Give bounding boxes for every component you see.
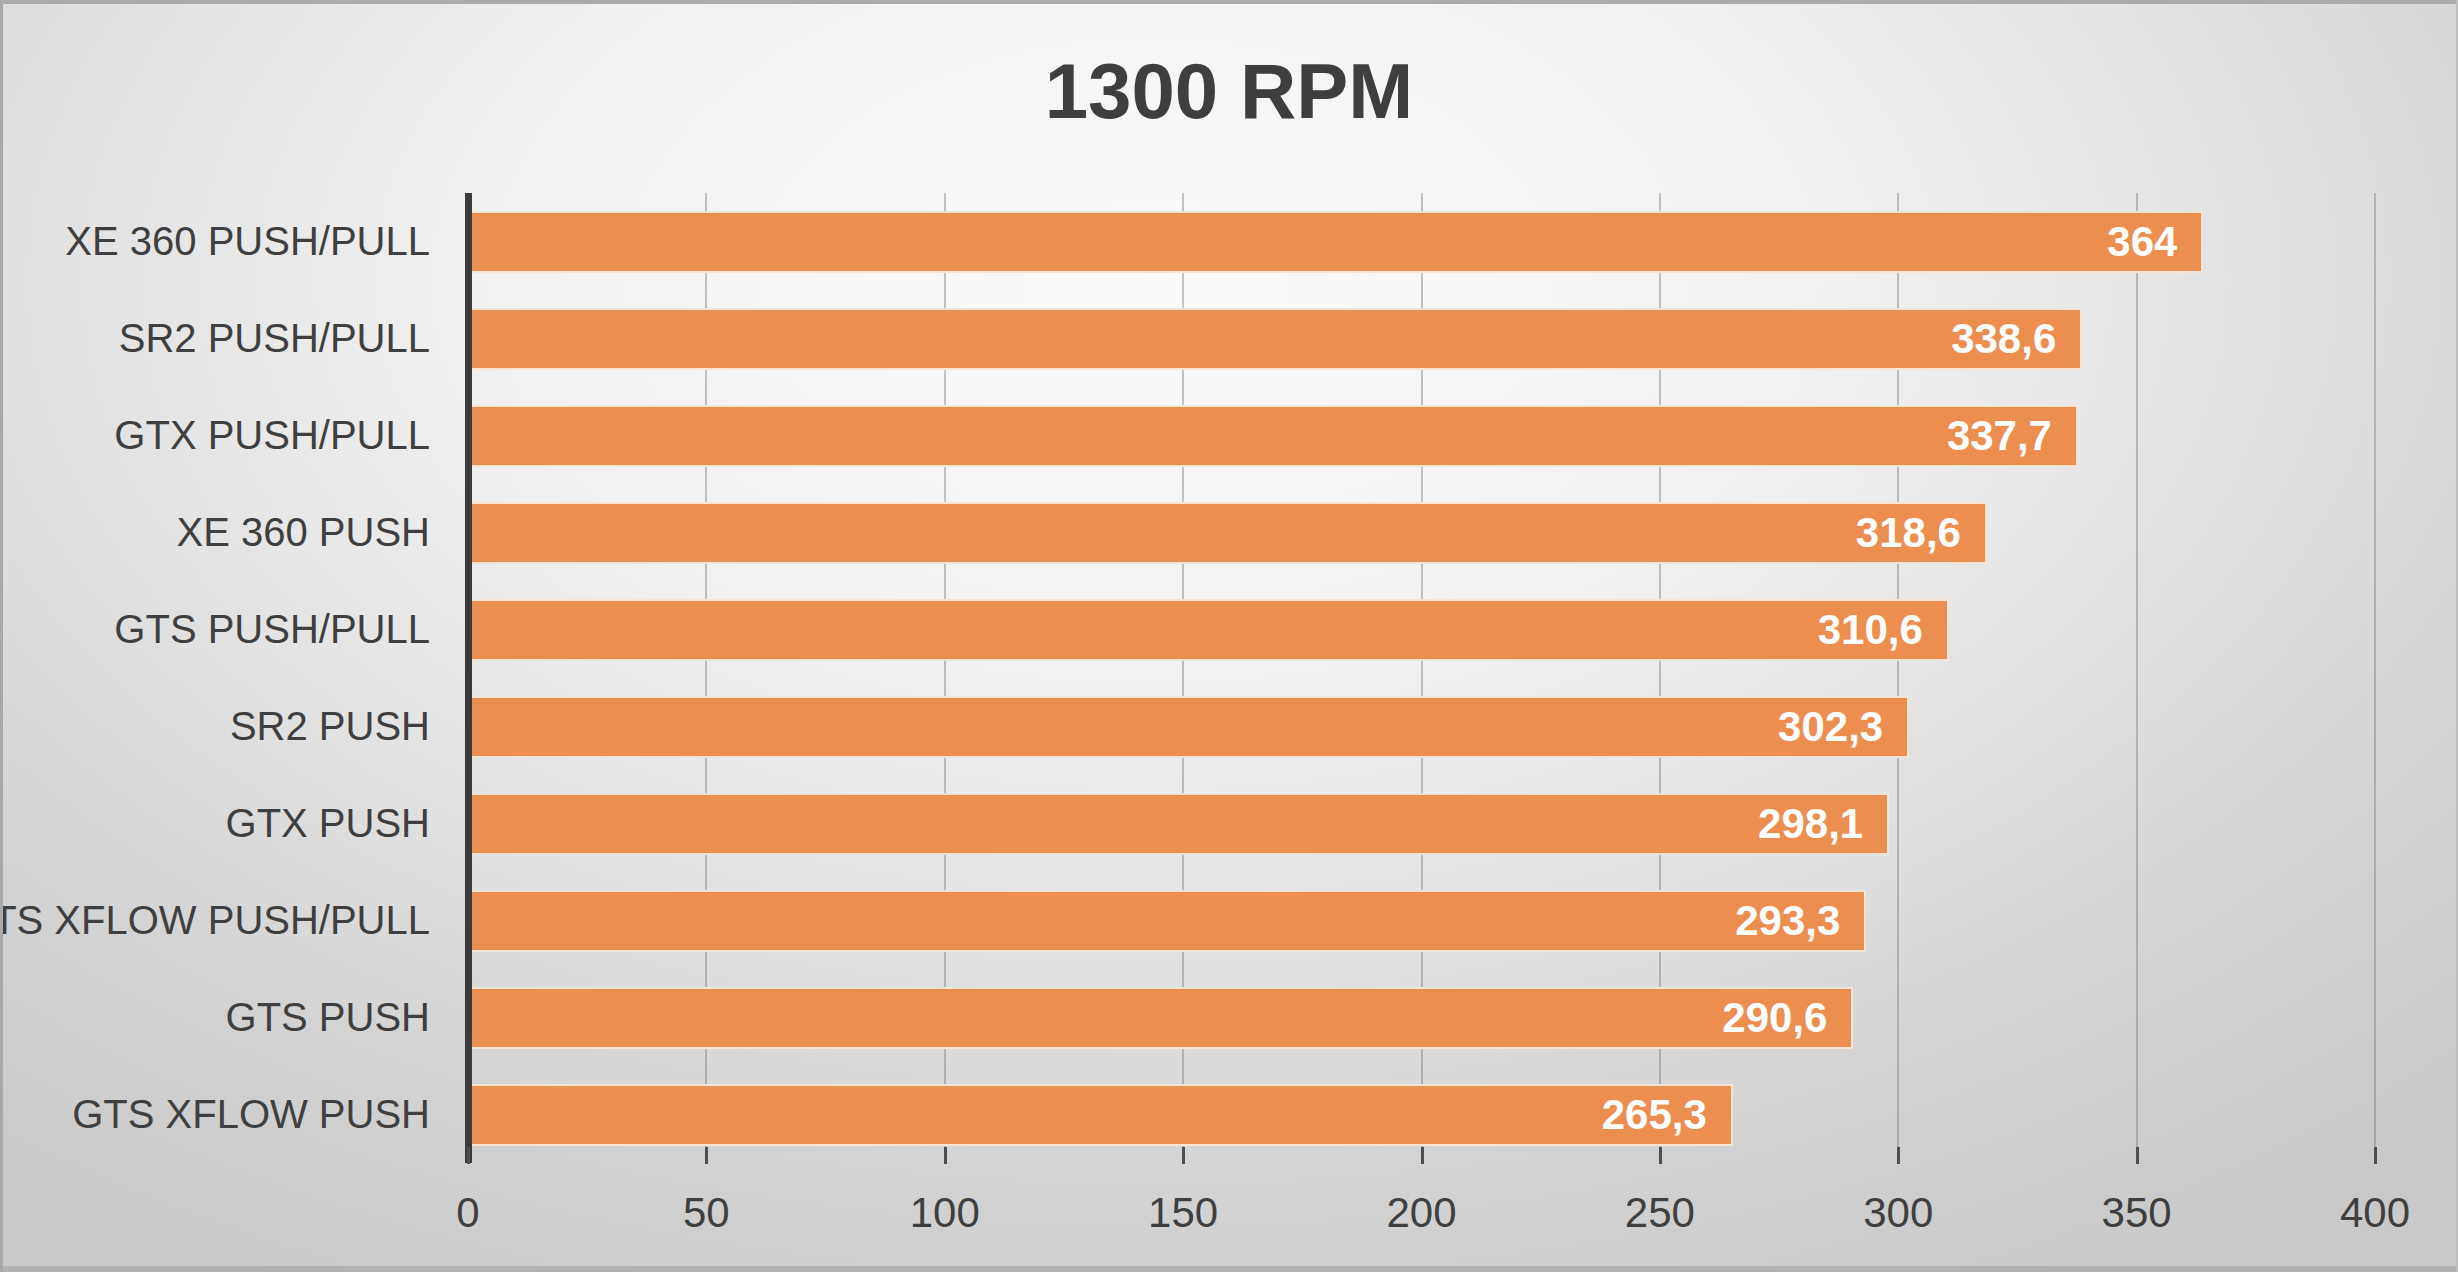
category-label: GTS PUSH/PULL <box>114 581 430 678</box>
bar: 338,6 <box>468 308 2082 370</box>
frame-bottom-edge <box>0 1266 2458 1272</box>
bar: 310,6 <box>468 599 1949 661</box>
category-label: GTX PUSH <box>226 775 430 872</box>
axis-tick <box>1897 1147 1900 1164</box>
bar-row: GTS PUSH290,6 <box>468 969 2375 1066</box>
axis-tick <box>2374 1147 2377 1164</box>
category-label: XE 360 PUSH/PULL <box>65 193 430 290</box>
bar-value-label: 364 <box>2107 218 2177 266</box>
x-tick-label: 400 <box>2340 1189 2410 1237</box>
bar: 290,6 <box>468 987 1853 1049</box>
bar: 265,3 <box>468 1084 1733 1146</box>
bar-row: GTX PUSH/PULL337,7 <box>468 387 2375 484</box>
x-tick-label: 100 <box>910 1189 980 1237</box>
bar: 293,3 <box>468 890 1866 952</box>
axis-tick <box>1659 1147 1662 1164</box>
axis-tick <box>944 1147 947 1164</box>
category-label: GTS PUSH <box>226 969 430 1066</box>
bar: 364 <box>468 211 2203 273</box>
axis-tick <box>467 1147 470 1164</box>
bar-value-label: 310,6 <box>1818 606 1923 654</box>
bar: 302,3 <box>468 696 1909 758</box>
bar: 318,6 <box>468 502 1987 564</box>
frame-top-edge <box>0 0 2458 4</box>
x-tick-label: 0 <box>456 1189 479 1237</box>
bar-value-label: 290,6 <box>1722 994 1827 1042</box>
category-label: XE 360 PUSH <box>177 484 430 581</box>
x-tick-label: 300 <box>1863 1189 1933 1237</box>
x-tick-label: 350 <box>2102 1189 2172 1237</box>
frame-left-edge <box>0 0 3 1272</box>
bar-row: GTS PUSH/PULL310,6 <box>468 581 2375 678</box>
x-tick-label: 250 <box>1625 1189 1695 1237</box>
chart-title: 1300 RPM <box>0 46 2458 137</box>
bar-rows: XE 360 PUSH/PULL364SR2 PUSH/PULL338,6GTX… <box>468 193 2375 1163</box>
axis-tick <box>1421 1147 1424 1164</box>
bar-row: SR2 PUSH302,3 <box>468 678 2375 775</box>
bar-value-label: 302,3 <box>1778 703 1883 751</box>
bar-value-label: 337,7 <box>1947 412 2052 460</box>
category-label: SR2 PUSH/PULL <box>119 290 430 387</box>
bar-row: SR2 PUSH/PULL338,6 <box>468 290 2375 387</box>
bar-value-label: 298,1 <box>1758 800 1863 848</box>
bar-value-label: 338,6 <box>1951 315 2056 363</box>
bar-row: GTS XFLOW PUSH/PULL293,3 <box>468 872 2375 969</box>
axis-tick <box>2136 1147 2139 1164</box>
axis-tick <box>705 1147 708 1164</box>
bar: 298,1 <box>468 793 1889 855</box>
bar-value-label: 318,6 <box>1856 509 1961 557</box>
bar: 337,7 <box>468 405 2078 467</box>
axis-tick <box>1182 1147 1185 1164</box>
x-tick-label: 200 <box>1386 1189 1456 1237</box>
category-label: GTS XFLOW PUSH <box>72 1066 430 1163</box>
category-label: GTS XFLOW PUSH/PULL <box>0 872 430 969</box>
x-tick-label: 150 <box>1148 1189 1218 1237</box>
bar-row: GTX PUSH298,1 <box>468 775 2375 872</box>
bar-value-label: 293,3 <box>1735 897 1840 945</box>
slide-background: 1300 RPM XE 360 PUSH/PULL364SR2 PUSH/PUL… <box>0 0 2458 1272</box>
bar-row: XE 360 PUSH318,6 <box>468 484 2375 581</box>
category-label: GTX PUSH/PULL <box>114 387 430 484</box>
bar-value-label: 265,3 <box>1602 1091 1707 1139</box>
y-axis-line <box>465 193 472 1163</box>
category-label: SR2 PUSH <box>230 678 430 775</box>
x-tick-label: 50 <box>683 1189 730 1237</box>
plot-area: XE 360 PUSH/PULL364SR2 PUSH/PULL338,6GTX… <box>468 193 2375 1163</box>
bar-row: XE 360 PUSH/PULL364 <box>468 193 2375 290</box>
